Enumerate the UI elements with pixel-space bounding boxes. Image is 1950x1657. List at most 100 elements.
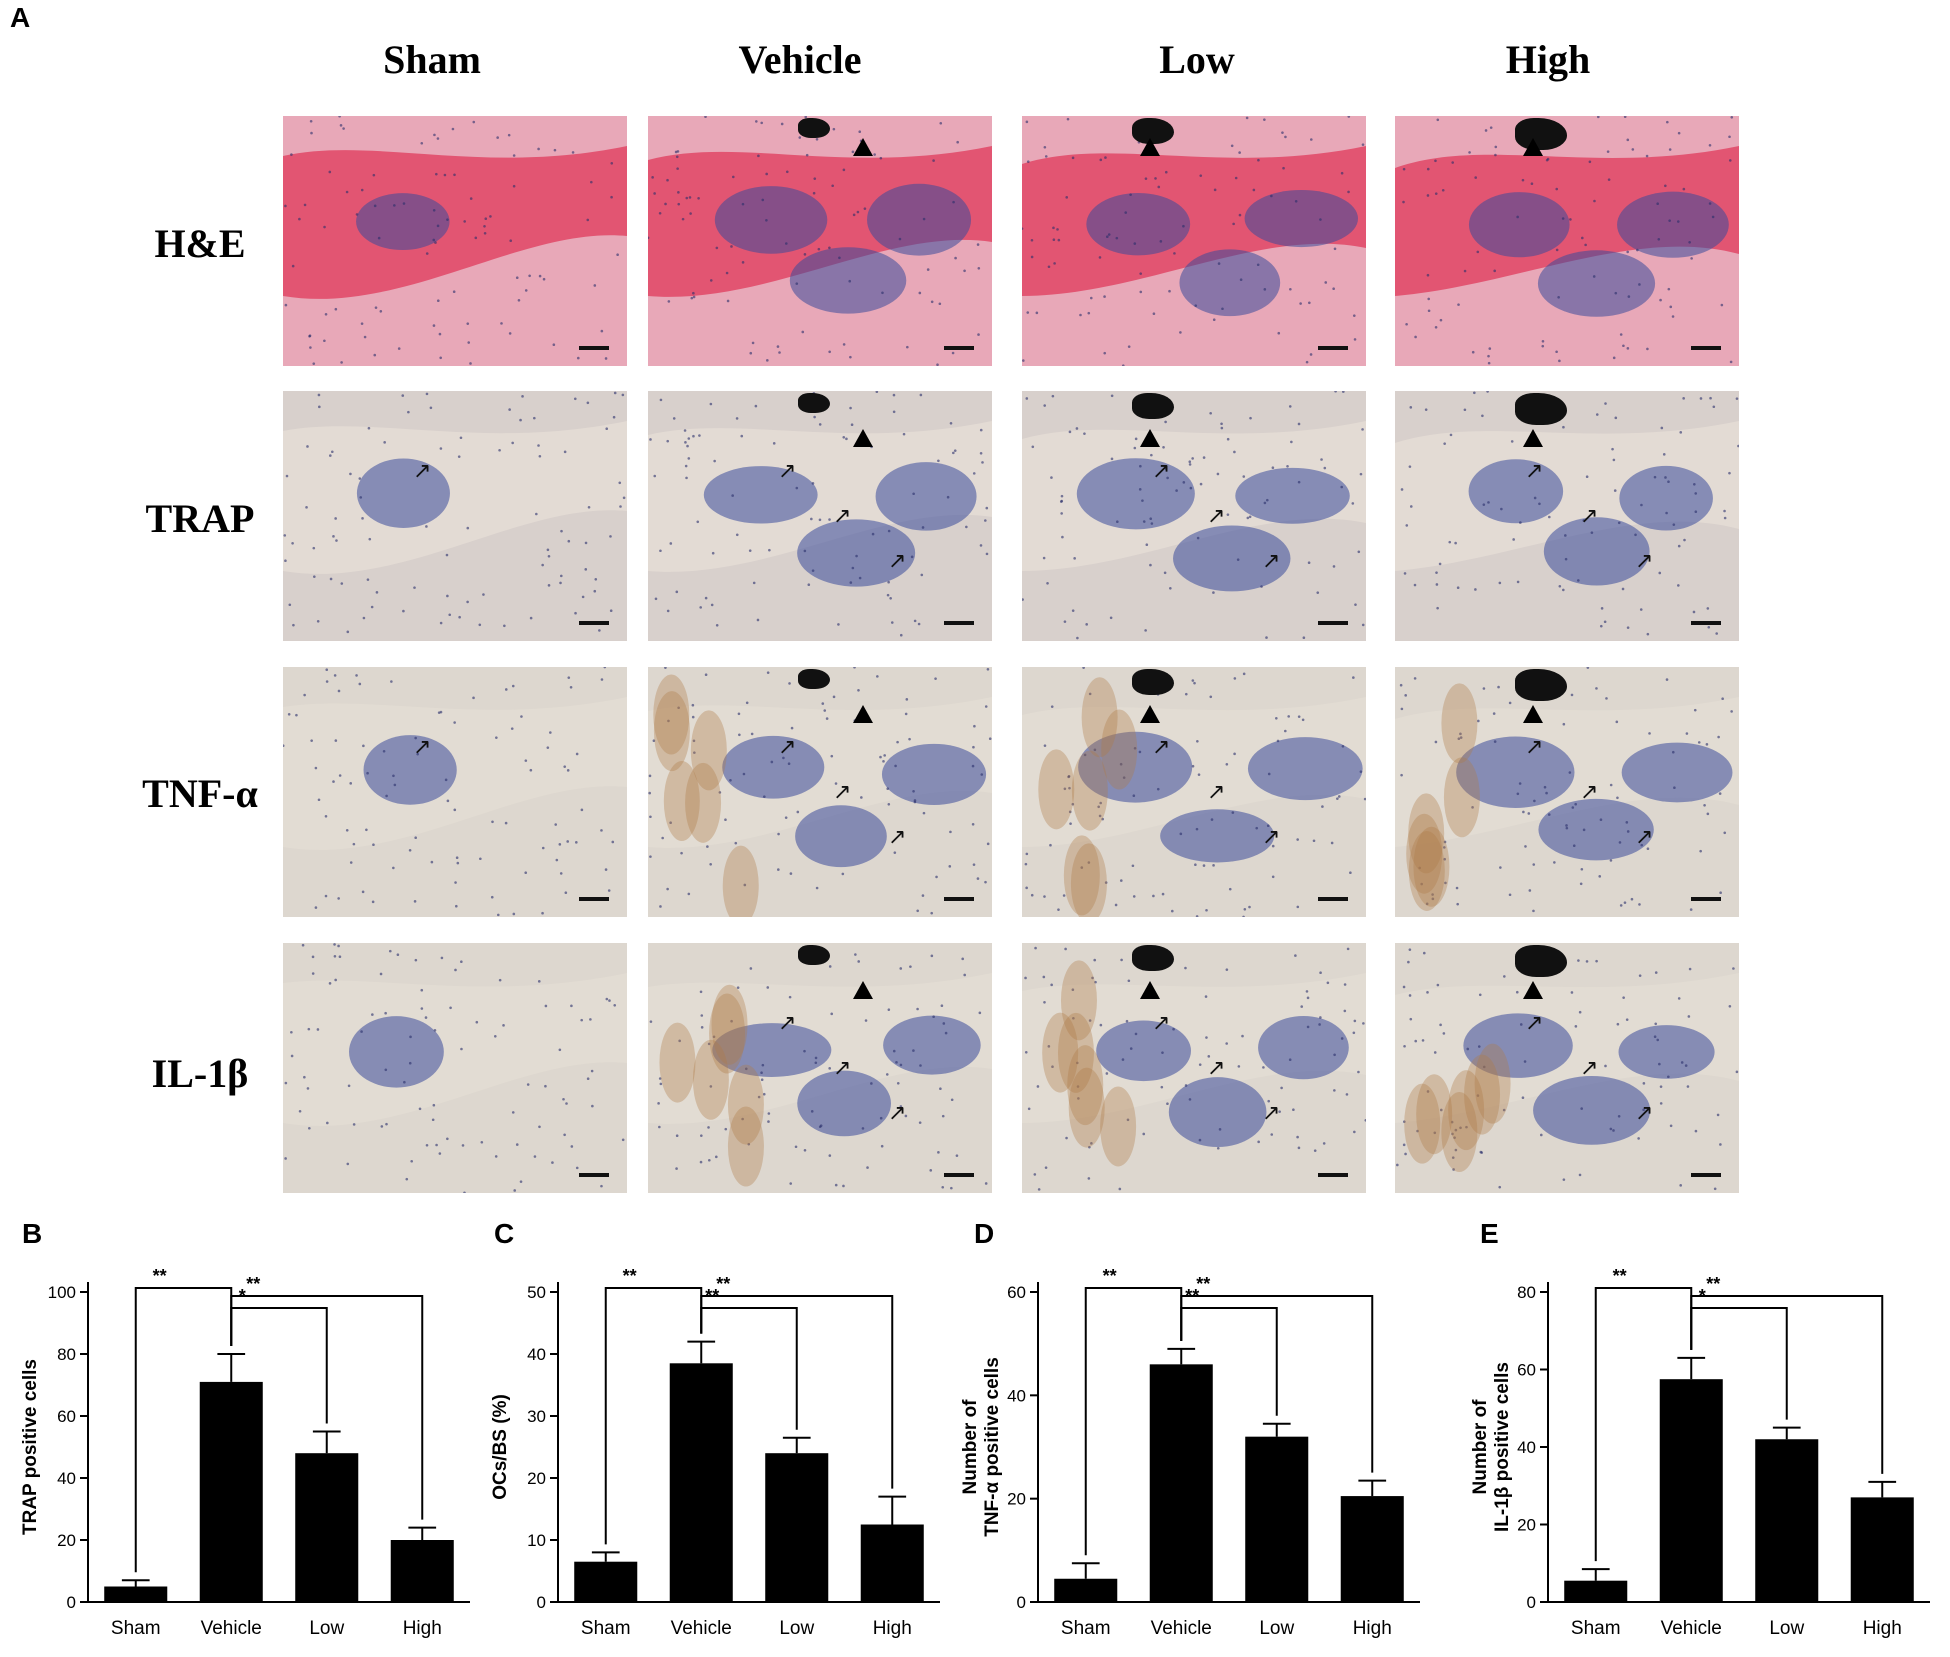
nucleus-dot <box>420 1007 424 1010</box>
nucleus-dot <box>979 428 983 432</box>
marrow-island <box>883 1015 981 1075</box>
nucleus-dot <box>1346 947 1350 951</box>
nucleus-dot <box>446 1137 449 1141</box>
nucleus-dot <box>494 1155 498 1158</box>
arrowhead-marker <box>1523 429 1543 447</box>
y-tick-label: 50 <box>527 1283 546 1302</box>
nucleus-dot <box>1728 159 1732 162</box>
nucleus-dot <box>1068 786 1071 790</box>
nucleus-dot <box>729 778 732 782</box>
nucleus-dot <box>851 566 855 570</box>
nucleus-dot <box>1400 773 1403 777</box>
nucleus-dot <box>360 188 364 192</box>
nucleus-dot <box>1404 1152 1407 1156</box>
nucleus-dot <box>1333 1053 1336 1057</box>
nucleus-dot <box>1149 517 1153 521</box>
nucleus-dot <box>360 322 364 325</box>
nucleus-dot <box>586 401 590 405</box>
nucleus-dot <box>1688 967 1692 971</box>
nucleus-dot <box>852 213 856 217</box>
nucleus-dot <box>890 621 894 624</box>
nucleus-dot <box>1659 1102 1663 1105</box>
nucleus-dot <box>709 862 712 866</box>
nucleus-dot <box>1221 307 1224 311</box>
nucleus-dot <box>1226 437 1230 441</box>
nucleus-dot <box>913 800 917 804</box>
nucleus-dot <box>649 1020 653 1023</box>
nucleus-dot <box>1161 892 1165 896</box>
bar <box>1659 1379 1723 1602</box>
nucleus-dot <box>580 1018 583 1022</box>
nucleus-dot <box>1098 256 1102 259</box>
column-header-vehicle: Vehicle <box>738 37 862 82</box>
nucleus-dot <box>831 184 834 188</box>
nucleus-dot <box>586 218 590 222</box>
nucleus-dot <box>666 609 670 613</box>
nucleus-dot <box>913 619 917 623</box>
nucleus-dot <box>338 116 341 118</box>
nucleus-dot <box>801 330 805 334</box>
nucleus-dot <box>1159 240 1163 243</box>
brown-stain <box>1100 1086 1137 1167</box>
nucleus-dot <box>651 176 654 179</box>
nucleus-dot <box>1637 1137 1640 1140</box>
nucleus-dot <box>1599 624 1603 628</box>
nucleus-dot <box>1623 901 1627 904</box>
nucleus-dot <box>762 1092 766 1096</box>
nucleus-dot <box>978 1011 982 1015</box>
nucleus-dot <box>760 1078 764 1082</box>
nucleus-dot <box>949 830 952 834</box>
nucleus-dot <box>1434 192 1438 195</box>
nucleus-dot <box>1692 610 1696 614</box>
y-tick-label: 0 <box>67 1593 76 1612</box>
nucleus-dot <box>521 395 524 398</box>
nucleus-dot <box>653 192 656 195</box>
nucleus-dot <box>693 751 696 754</box>
nucleus-dot <box>567 676 571 679</box>
nucleus-dot <box>1645 154 1649 158</box>
panel-label-d: D <box>974 1218 995 1249</box>
micrograph-svg <box>283 943 627 1193</box>
nucleus-dot <box>382 749 386 753</box>
micrograph-he-vehicle <box>648 116 992 366</box>
nucleus-dot <box>1538 502 1541 506</box>
nucleus-dot <box>930 911 934 915</box>
nucleus-dot <box>988 737 992 741</box>
nucleus-dot <box>971 764 975 768</box>
nucleus-dot <box>1094 980 1097 984</box>
nucleus-dot <box>1634 533 1637 537</box>
nucleus-dot <box>1623 116 1627 119</box>
nucleus-dot <box>1150 522 1154 525</box>
nucleus-dot <box>1280 1086 1283 1090</box>
nucleus-dot <box>1477 719 1480 723</box>
nucleus-dot <box>741 202 745 206</box>
nucleus-dot <box>934 677 937 680</box>
nucleus-dot <box>1730 710 1733 713</box>
arrow-marker: ↗ <box>778 735 797 760</box>
nucleus-dot <box>1654 971 1658 974</box>
nucleus-dot <box>1508 893 1512 897</box>
nucleus-dot <box>1598 875 1602 878</box>
nucleus-dot <box>984 705 988 708</box>
nucleus-dot <box>749 967 753 970</box>
nucleus-dot <box>1134 1032 1138 1036</box>
nucleus-dot <box>1129 1047 1133 1050</box>
nucleus-dot <box>347 1084 351 1088</box>
marrow-island <box>1533 1076 1651 1145</box>
category-label: Low <box>1769 1618 1804 1639</box>
bar <box>104 1586 168 1602</box>
nucleus-dot <box>1436 983 1440 987</box>
arrow-marker: ↗ <box>1207 504 1226 529</box>
marrow-island <box>1618 1025 1715 1079</box>
nucleus-dot <box>1519 1023 1523 1026</box>
nucleus-dot <box>388 949 392 953</box>
micrograph-svg <box>1022 116 1366 366</box>
nucleus-dot <box>767 1120 770 1123</box>
nucleus-dot <box>1257 1140 1260 1144</box>
nucleus-dot <box>748 549 752 552</box>
bar <box>1245 1436 1309 1602</box>
nucleus-dot <box>463 1191 466 1193</box>
nucleus-dot <box>755 120 758 123</box>
nucleus-dot <box>396 953 400 956</box>
nucleus-dot <box>1451 1132 1454 1136</box>
